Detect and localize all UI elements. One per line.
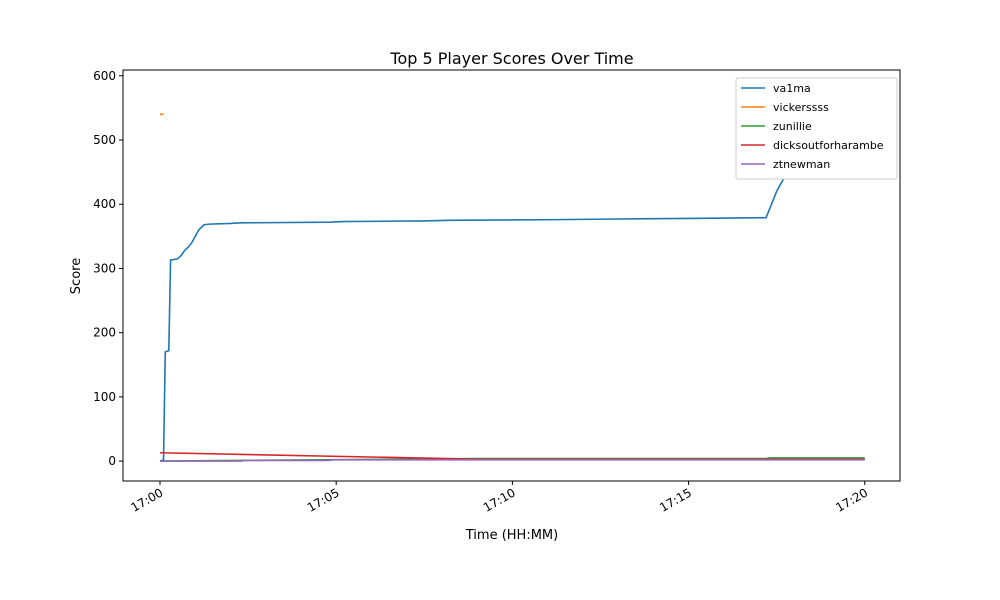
chart-title: Top 5 Player Scores Over Time [389, 49, 633, 68]
series-line [159, 89, 865, 462]
legend-label: ztnewman [773, 158, 830, 171]
x-tick-label: 17:20 [833, 485, 870, 514]
series-line [160, 459, 865, 462]
y-tick-label: 500 [93, 133, 116, 147]
legend-box [735, 77, 898, 180]
legend-label: zunillie [773, 120, 812, 133]
legend-label: va1ma [773, 82, 811, 95]
y-tick-label: 0 [108, 454, 116, 468]
y-tick-label: 200 [93, 326, 116, 340]
y-tick-label: 600 [93, 69, 116, 83]
y-axis-label: Score [69, 258, 84, 294]
y-tick-label: 400 [93, 197, 116, 211]
x-tick-label: 17:10 [481, 485, 518, 514]
legend-label: dicksoutforharambe [773, 139, 884, 152]
x-tick-label: 17:15 [657, 485, 694, 514]
plot-frame [122, 69, 901, 482]
y-tick-label: 100 [93, 390, 116, 404]
legend-label: vickerssss [773, 101, 829, 114]
y-tick-label: 300 [93, 261, 116, 275]
x-tick-label: 17:05 [305, 485, 342, 514]
x-axis-label: Time (HH:MM) [465, 528, 558, 543]
x-tick-label: 17:00 [129, 485, 166, 514]
